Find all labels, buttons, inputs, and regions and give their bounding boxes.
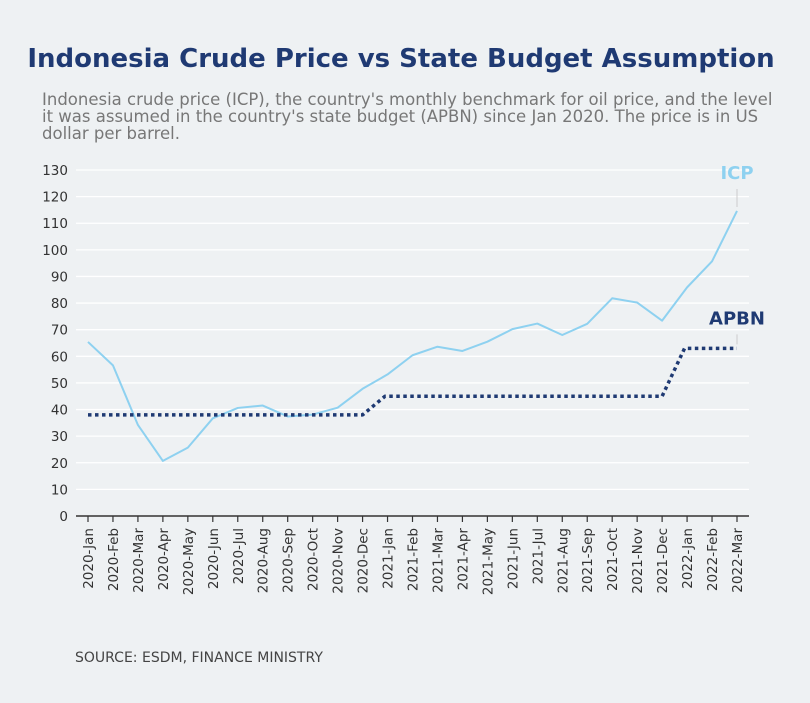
x-tick-label: 2021-Jul — [530, 528, 546, 584]
series-lines — [87, 210, 738, 462]
x-tick-label: 2020-Jul — [231, 528, 247, 584]
y-tick-label: 30 — [51, 429, 68, 445]
y-tick-label: 0 — [59, 509, 68, 525]
y-tick-label: 50 — [51, 376, 68, 392]
chart-subtitle: Indonesia crude price (ICP), the country… — [42, 90, 773, 143]
x-tick-label: 2021-Dec — [655, 528, 671, 593]
x-tick-label: 2022-Mar — [730, 528, 746, 593]
gridlines — [76, 169, 749, 491]
x-tick-label: 2020-May — [181, 528, 197, 595]
x-tick-label: 2022-Jan — [680, 528, 696, 589]
series-line-apbn — [88, 346, 737, 417]
x-tick-label: 2022-Feb — [705, 528, 721, 591]
x-tick-label: 2020-Mar — [131, 528, 147, 593]
y-tick-label: 10 — [51, 482, 68, 498]
x-tick-label: 2021-May — [480, 528, 496, 595]
x-tick-label: 2020-Jan — [81, 528, 97, 589]
x-tick-label: 2021-Jan — [381, 528, 397, 589]
x-tick-label: 2020-Apr — [156, 528, 172, 591]
y-tick-label: 90 — [51, 269, 68, 285]
x-tick-label: 2020-Nov — [331, 528, 347, 594]
x-tick-label: 2021-Oct — [605, 528, 621, 591]
y-tick-label: 70 — [51, 323, 68, 339]
y-tick-label: 20 — [51, 456, 68, 472]
y-tick-label: 40 — [51, 403, 68, 419]
source-note: SOURCE: ESDM, FINANCE MINISTRY — [75, 650, 323, 666]
x-tick-label: 2021-Aug — [555, 528, 571, 593]
x-axis: 2020-Jan 2020-Feb 2020-Mar 2020-Apr 2020-May… — [76, 515, 749, 595]
x-tick-label: 2021-Jun — [505, 528, 521, 589]
y-tick-label: 60 — [51, 349, 68, 365]
series-line-icp — [87, 210, 738, 462]
x-tick-label: 2021-Feb — [406, 528, 422, 591]
y-tick-label: 110 — [42, 216, 68, 232]
series-labels: ICP APBN — [709, 163, 765, 345]
series-label-icp: ICP — [720, 163, 753, 184]
y-tick-label: 80 — [51, 296, 68, 312]
y-axis: 0 10 20 30 40 50 60 70 80 90 100 110 120 130 — [42, 163, 68, 525]
x-tick-label: 2020-Jun — [206, 528, 222, 589]
x-tick-label: 2020-Feb — [106, 528, 122, 591]
x-tick-label: 2020-Dec — [356, 528, 372, 593]
chart-title: Indonesia Crude Price vs State Budget As… — [27, 44, 775, 74]
x-tick-label: 2021-Nov — [630, 528, 646, 594]
y-tick-label: 100 — [42, 243, 68, 259]
y-tick-label: 130 — [42, 163, 68, 179]
series-label-apbn: APBN — [709, 308, 765, 329]
x-tick-label: 2020-Sep — [281, 528, 297, 593]
x-tick-label: 2020-Oct — [306, 528, 322, 591]
x-tick-label: 2021-Mar — [430, 528, 446, 593]
x-tick-label: 2021-Apr — [455, 528, 471, 591]
y-tick-label: 120 — [42, 190, 68, 206]
x-tick-label: 2020-Aug — [256, 528, 272, 593]
x-tick-label: 2021-Sep — [580, 528, 596, 593]
